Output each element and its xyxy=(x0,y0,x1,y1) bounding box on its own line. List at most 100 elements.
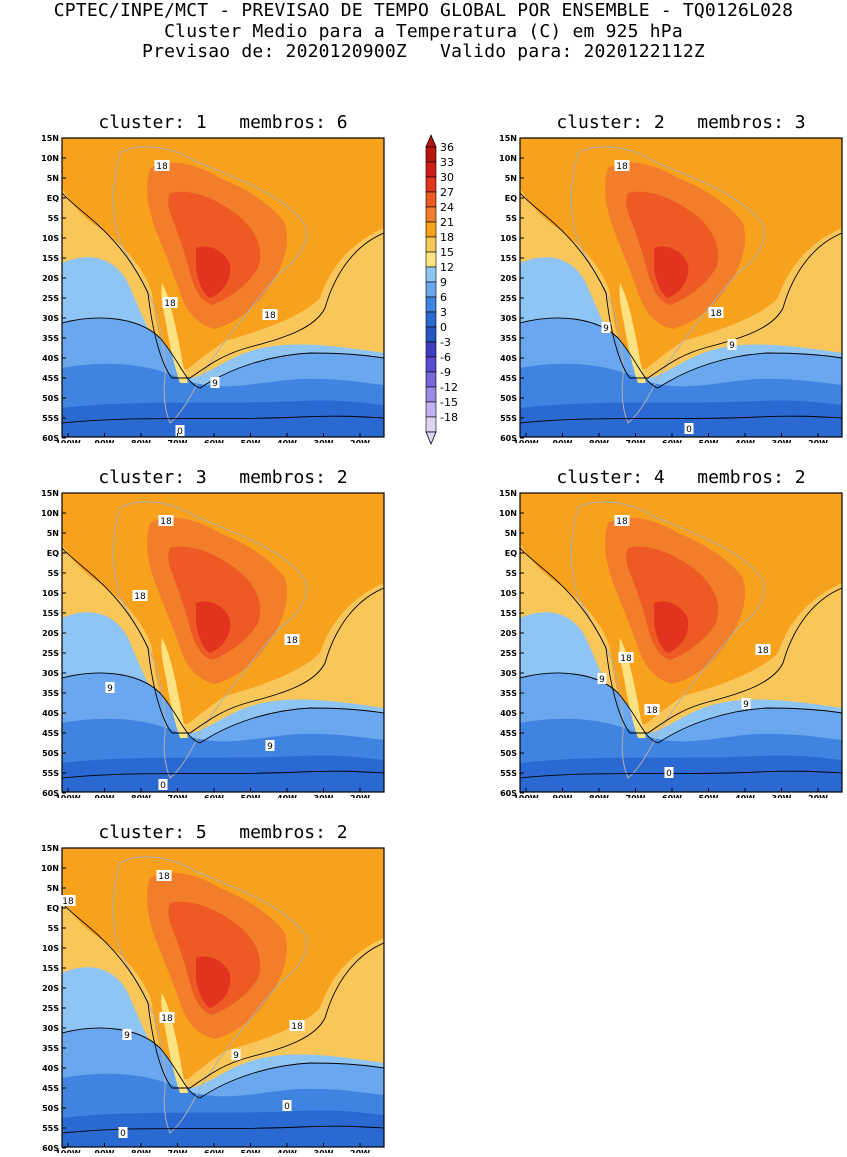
lat-label: 35S xyxy=(42,334,59,343)
contour-label: 18 xyxy=(134,592,146,602)
lat-label: 60S xyxy=(42,1144,59,1153)
contour-label-bg xyxy=(284,634,300,645)
lat-label: 25S xyxy=(500,649,517,658)
contour-label-bg xyxy=(597,673,607,684)
lat-label: 50S xyxy=(42,394,59,403)
lat-label: 35S xyxy=(42,689,59,698)
colorbar-bottom-arrow xyxy=(425,431,437,445)
contour-18 xyxy=(62,547,384,734)
colorbar-label: 27 xyxy=(440,186,454,199)
contour-0 xyxy=(520,770,842,779)
contour-label: 18 xyxy=(757,646,769,656)
colorbar-swatch xyxy=(425,251,437,268)
lat-label: 20S xyxy=(500,629,517,638)
header-line-3: Previsao de: 2020120900Z Valido para: 20… xyxy=(142,41,705,62)
lat-label: 30S xyxy=(42,1024,59,1033)
colorbar-label: 18 xyxy=(440,231,454,244)
band-27-30 xyxy=(654,246,689,298)
colorbar-swatch xyxy=(425,341,437,358)
contour-label: 9 xyxy=(233,1051,239,1061)
contour-label-bg xyxy=(262,309,278,320)
lat-label: 15N xyxy=(41,844,59,853)
lat-label: 5S xyxy=(48,214,60,223)
lat-label: 15N xyxy=(41,134,59,143)
map-frame xyxy=(61,137,385,438)
contour-label: 0 xyxy=(120,1129,126,1139)
colorbar-swatch xyxy=(425,311,437,328)
temperature-field xyxy=(62,138,384,437)
contour-label-bg xyxy=(105,682,115,693)
lon-label: 50W xyxy=(241,439,261,443)
contour-label: 18 xyxy=(156,162,168,172)
colorbar-swatch xyxy=(425,176,437,193)
lon-label: 40W xyxy=(735,439,755,443)
contour-0 xyxy=(520,415,842,424)
map-panel-2: 18 18 9 9 0 15N 10N 5N EQ 5S 10S 15S 20S 25S 30S 35S 40S… xyxy=(499,134,843,443)
contour-label: 9 xyxy=(603,324,609,334)
contour-label: 18 xyxy=(710,309,722,319)
lon-label: 50W xyxy=(699,439,719,443)
colorbar-label: 33 xyxy=(440,156,454,169)
contour-label-bg xyxy=(60,895,76,906)
lat-label: 60S xyxy=(500,789,517,798)
lat-label: 25S xyxy=(42,649,59,658)
contour-label-bg xyxy=(132,590,148,601)
lon-label: 60W xyxy=(204,794,224,798)
colorbar-label: -18 xyxy=(440,411,458,424)
lat-label: 55S xyxy=(42,1124,59,1133)
colorbar-label: -9 xyxy=(440,366,451,379)
lon-label: 30W xyxy=(314,794,334,798)
lat-label: 45S xyxy=(500,729,517,738)
contour-label: 9 xyxy=(729,341,735,351)
panel-title-1: cluster: 1 membros: 6 xyxy=(98,112,348,133)
lat-label: 60S xyxy=(42,789,59,798)
colorbar-label: 24 xyxy=(440,201,454,214)
contour-label: 18 xyxy=(616,162,628,172)
lon-label: 50W xyxy=(241,794,261,798)
lat-label: 30S xyxy=(500,314,517,323)
contour-label: 18 xyxy=(646,706,658,716)
colorbar-swatch xyxy=(425,416,437,433)
lat-label: 5N xyxy=(47,174,59,183)
contour-label: 18 xyxy=(620,654,632,664)
lat-label: 20S xyxy=(42,274,59,283)
contour-label-bg xyxy=(664,767,674,778)
lon-label: 90W xyxy=(95,794,115,798)
colorbar-top-arrow xyxy=(425,133,437,148)
lat-label: 30S xyxy=(500,669,517,678)
lon-label: 40W xyxy=(277,439,297,443)
lat-label: 60S xyxy=(42,434,59,443)
band-27-30 xyxy=(654,601,689,653)
map-panel-4: 18 18 18 18 9 9 0 15N 10N 5N EQ 5S 10S 15S 20S 25S 30S 35… xyxy=(499,489,843,798)
colorbar-label: 30 xyxy=(440,171,454,184)
band-24-27 xyxy=(626,191,719,305)
contour-label-bg xyxy=(741,698,751,709)
lat-label: 45S xyxy=(42,729,59,738)
lat-label: EQ xyxy=(505,549,517,558)
lat-label: 10N xyxy=(41,509,59,518)
lon-label: 100W xyxy=(55,439,81,443)
contour-18 xyxy=(62,192,384,379)
lat-label: 10S xyxy=(500,234,517,243)
contour-18 xyxy=(520,547,842,734)
colorbar-label: 36 xyxy=(440,141,454,154)
temperature-field xyxy=(62,493,384,792)
contour-label-bg xyxy=(162,297,178,308)
lat-label: 10N xyxy=(41,864,59,873)
lon-label: 70W xyxy=(168,1149,188,1153)
band-27-30 xyxy=(196,246,231,298)
lon-label: 20W xyxy=(808,794,828,798)
lon-label: 80W xyxy=(131,439,151,443)
lat-label: 20S xyxy=(42,984,59,993)
colorbar-label: -15 xyxy=(440,396,458,409)
contour-label-bg xyxy=(122,1029,132,1040)
lon-label: 70W xyxy=(168,439,188,443)
lon-label: 60W xyxy=(662,794,682,798)
contour-label-bg xyxy=(601,322,611,333)
lat-label: EQ xyxy=(47,904,59,913)
lat-label: 15S xyxy=(42,609,59,618)
band-24-27 xyxy=(168,901,261,1015)
lat-label: 45S xyxy=(42,1084,59,1093)
colorbar-swatch xyxy=(425,296,437,313)
map-frame xyxy=(61,492,385,793)
